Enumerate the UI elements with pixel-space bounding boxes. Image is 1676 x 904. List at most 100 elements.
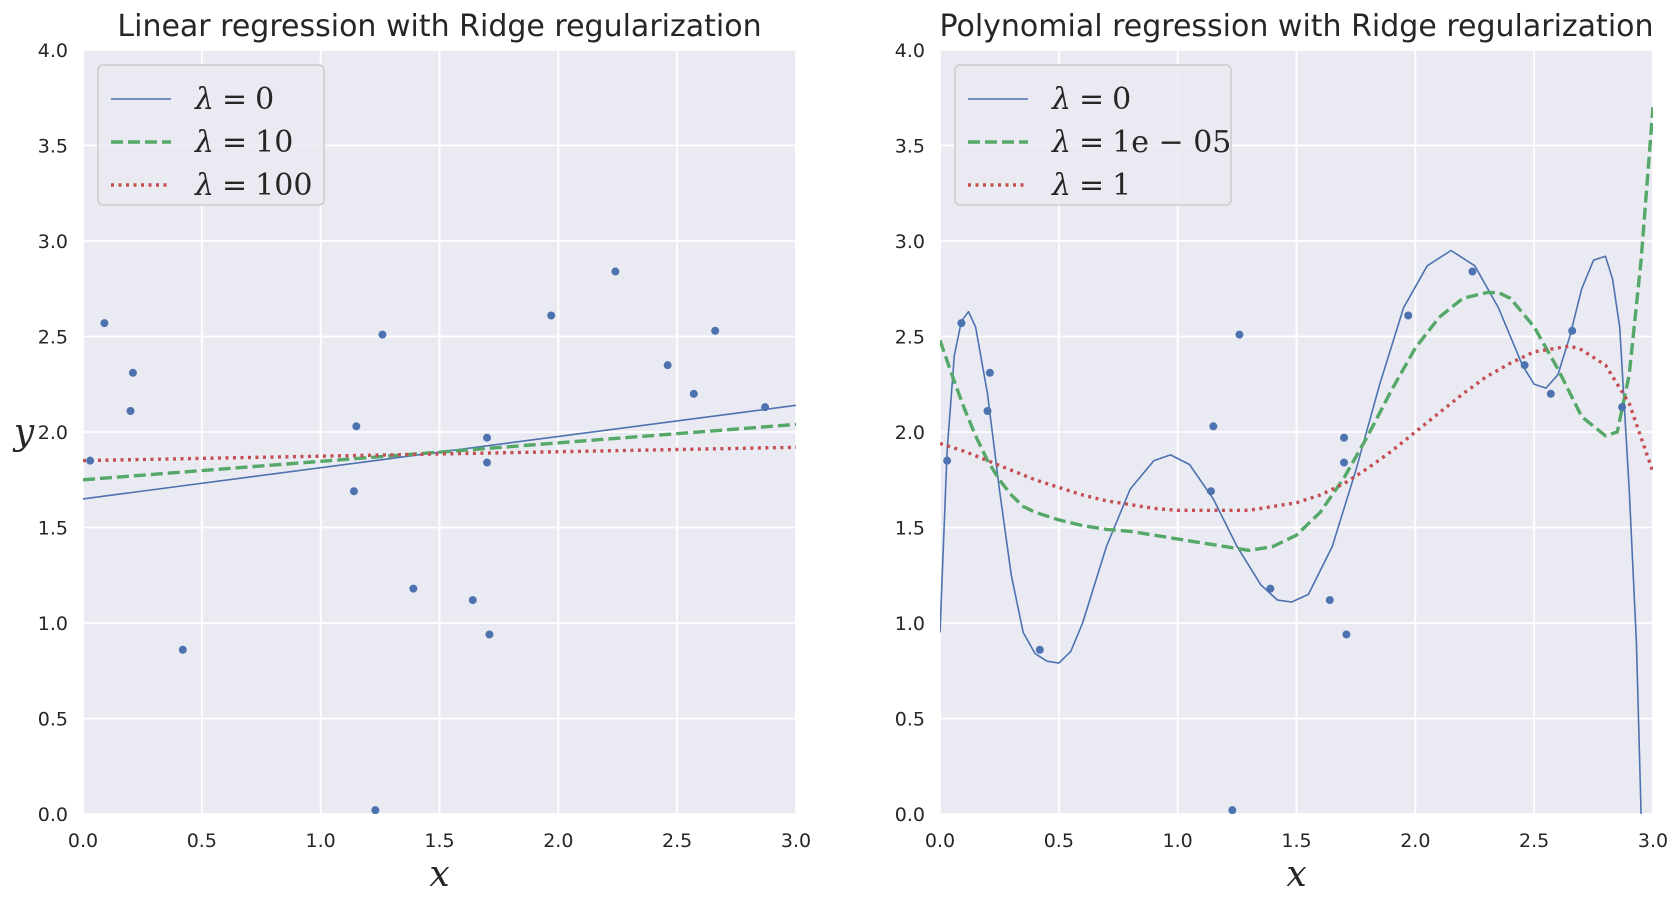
data-point: [409, 584, 418, 593]
x-tick-label: 3.0: [1638, 830, 1668, 852]
x-tick-label: 1.5: [1281, 830, 1311, 852]
data-point: [943, 456, 952, 465]
x-axis-label: x: [1286, 854, 1306, 895]
data-point: [761, 403, 770, 412]
data-point: [468, 596, 477, 605]
x-tick-label: 1.5: [424, 830, 454, 852]
legend-box: [954, 64, 1232, 206]
data-point: [178, 645, 187, 654]
y-tick-label: 3.5: [895, 136, 925, 158]
data-point: [1228, 806, 1237, 814]
legend-entry: λ = 10: [194, 125, 293, 160]
legend-value: 1: [1112, 168, 1131, 203]
data-point: [985, 368, 994, 377]
y-tick-label: 1.5: [38, 518, 68, 540]
legend-equals: =: [222, 168, 247, 203]
y-tick-label: 0.5: [38, 709, 68, 731]
data-point: [349, 487, 358, 496]
y-tick-label: 2.0: [895, 422, 925, 444]
y-tick-label: 0.5: [895, 709, 925, 731]
chart-panel-1: 0.0 0.5 1.0 1.5 2.0 2.5 3.0 0.0 0.5 1.0 1.5 2.0 2.5 3…: [12, 9, 811, 895]
legend-box: [97, 64, 325, 206]
y-tick-label: 0.0: [38, 804, 68, 826]
legend-lambda-symbol: λ: [1051, 82, 1071, 117]
legend-equals: =: [1079, 168, 1104, 203]
series-line-dashed: [940, 107, 1653, 553]
data-point: [1209, 422, 1218, 431]
legend-lambda-symbol: λ: [194, 168, 214, 203]
data-point: [611, 267, 620, 276]
data-point: [1468, 267, 1477, 276]
data-point: [711, 326, 720, 335]
legend-value: 10: [255, 125, 293, 160]
x-tick-label: 2.0: [543, 830, 573, 852]
data-point: [483, 433, 492, 442]
legend-entry: λ = 1e − 05: [1051, 125, 1231, 160]
legend-lambda-symbol: λ: [1051, 168, 1071, 203]
data-point: [1546, 389, 1555, 398]
legend-entry: λ = 0: [194, 82, 274, 117]
y-tick-label: 2.5: [895, 327, 925, 349]
plot-contents: [83, 267, 796, 814]
data-point: [100, 319, 109, 328]
data-point: [371, 806, 380, 814]
legend: λ = 0λ = 10λ = 100: [97, 64, 325, 206]
x-tick-label: 0.0: [925, 830, 955, 852]
data-point: [1266, 584, 1275, 593]
legend-equals: =: [1079, 125, 1104, 160]
legend-value: 0: [255, 82, 274, 117]
data-point: [1235, 330, 1244, 339]
x-tick-label: 2.0: [1400, 830, 1430, 852]
x-tick-label: 2.5: [1519, 830, 1549, 852]
y-tick-label: 2.5: [38, 327, 68, 349]
data-point: [1618, 403, 1627, 412]
data-point: [1340, 433, 1349, 442]
legend-equals: =: [222, 125, 247, 160]
legend: λ = 0λ = 1e − 05λ = 1: [954, 64, 1232, 206]
chart-title: Linear regression with Ridge regularizat…: [117, 9, 761, 44]
x-tick-label: 3.0: [781, 830, 811, 852]
legend-entry: λ = 100: [194, 168, 312, 203]
y-tick-label: 1.0: [895, 613, 925, 635]
x-tick-label: 1.0: [1163, 830, 1193, 852]
data-point: [1404, 311, 1413, 320]
x-tick-label: 1.0: [306, 830, 336, 852]
y-tick-label: 4.0: [38, 40, 68, 62]
data-point: [1568, 326, 1577, 335]
series-line-solid: [940, 249, 1642, 814]
legend-lambda-symbol: λ: [194, 82, 214, 117]
y-tick-label: 3.5: [38, 136, 68, 158]
data-point: [126, 406, 135, 415]
x-tick-label: 0.5: [187, 830, 217, 852]
legend-lambda-symbol: λ: [194, 125, 214, 160]
y-tick-label: 0.0: [895, 804, 925, 826]
legend-entry: λ = 1: [1051, 168, 1131, 203]
data-point: [1206, 487, 1215, 496]
data-point: [1342, 630, 1351, 639]
data-point: [1325, 596, 1334, 605]
data-point: [1035, 645, 1044, 654]
chart-panel-2: 0.0 0.5 1.0 1.5 2.0 2.5 3.0 0.0 0.5 1.0 1.5 2.0 2.5 3…: [895, 9, 1668, 895]
data-point: [663, 361, 672, 370]
data-point: [689, 389, 698, 398]
data-point: [352, 422, 361, 431]
data-point: [1520, 361, 1529, 370]
chart-title: Polynomial regression with Ridge regular…: [939, 9, 1653, 44]
data-point: [378, 330, 387, 339]
series-line-dashed: [83, 422, 796, 482]
legend-equals: =: [222, 82, 247, 117]
plot-contents: [940, 107, 1653, 814]
data-point: [128, 368, 137, 377]
y-tick-label: 4.0: [895, 40, 925, 62]
data-point: [983, 406, 992, 415]
legend-entry: λ = 0: [1051, 82, 1131, 117]
data-point: [86, 456, 95, 465]
data-point: [483, 458, 492, 467]
x-tick-label: 0.0: [68, 830, 98, 852]
legend-lambda-symbol: λ: [1051, 125, 1071, 160]
legend-value: 0: [1112, 82, 1131, 117]
legend-value: 1e − 05: [1112, 125, 1231, 160]
data-point: [957, 319, 966, 328]
data-point: [547, 311, 556, 320]
